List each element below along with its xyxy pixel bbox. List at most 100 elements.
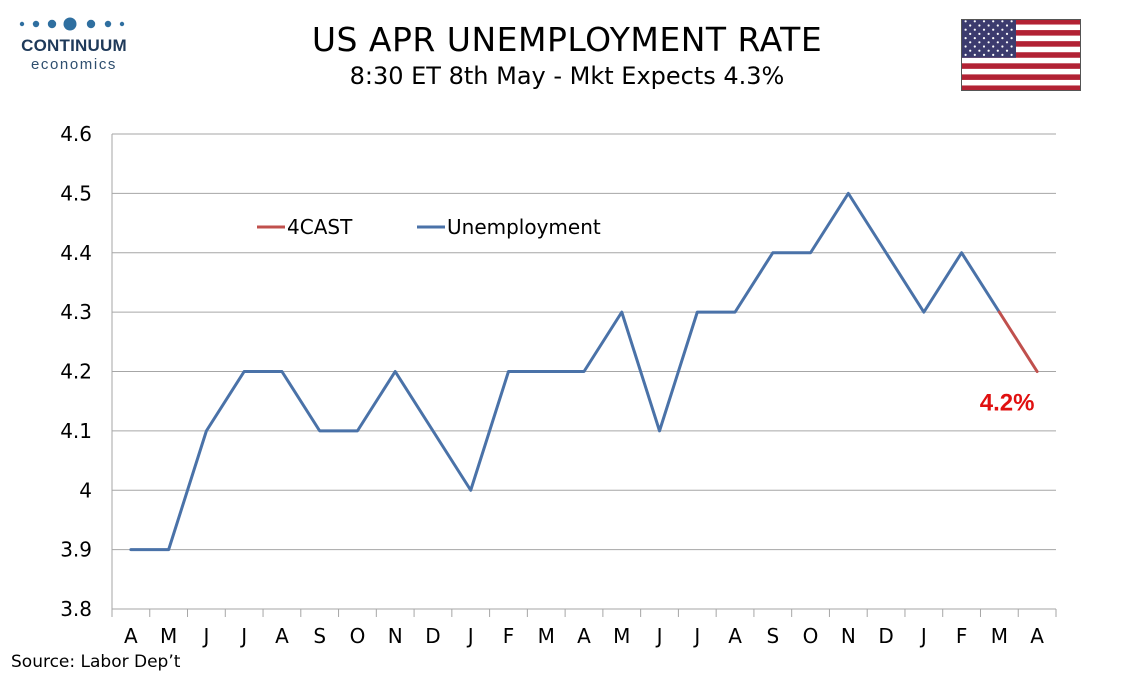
logo-name: CONTINUUM xyxy=(21,36,127,55)
flag-star xyxy=(1005,32,1009,35)
flag-star xyxy=(1001,28,1004,31)
flag-star xyxy=(973,53,976,57)
flag-star xyxy=(1001,53,1004,57)
logo-subtitle: economics xyxy=(30,56,118,73)
y-tick-label: 3.9 xyxy=(60,538,92,562)
x-tick-label: J xyxy=(201,624,209,648)
legend-label: 4CAST xyxy=(287,215,353,239)
flag-star xyxy=(973,20,976,23)
x-tick-label: D xyxy=(878,624,893,648)
flag-star xyxy=(964,28,967,31)
x-tick-label: F xyxy=(503,624,515,648)
forecast-annotation: 4.2% xyxy=(980,390,1035,417)
flag-star xyxy=(1001,20,1004,23)
flag-star xyxy=(982,37,986,40)
forecast-line xyxy=(997,310,1039,373)
y-tick-label: 3.8 xyxy=(60,597,92,621)
flag-star xyxy=(964,53,967,57)
flag-star xyxy=(1001,37,1004,40)
flag-star xyxy=(964,37,967,40)
x-tick-label: D xyxy=(425,624,440,648)
flag-star xyxy=(982,53,986,57)
flag-star xyxy=(1010,45,1013,48)
x-tick-label: O xyxy=(350,624,366,648)
x-tick-label: M xyxy=(538,624,555,648)
x-tick-label: S xyxy=(766,624,779,648)
flag-star xyxy=(978,24,981,27)
y-tick-label: 4.4 xyxy=(60,241,92,265)
y-tick-label: 4 xyxy=(79,478,92,502)
x-tick-label: A xyxy=(577,624,591,648)
x-tick-label: J xyxy=(466,624,474,648)
flag-star xyxy=(1010,53,1013,57)
x-tick-label: J xyxy=(692,624,700,648)
flag-star xyxy=(1010,20,1013,23)
x-tick-label: F xyxy=(956,624,968,648)
x-tick-label: J xyxy=(919,624,927,648)
flag-star xyxy=(996,41,999,44)
flag-star xyxy=(992,28,995,31)
flag-star xyxy=(987,24,990,27)
flag-star xyxy=(1001,45,1004,48)
flag-star xyxy=(996,24,999,27)
flag-star xyxy=(969,49,972,52)
y-tick-label: 4.6 xyxy=(60,122,92,146)
x-tick-label: S xyxy=(313,624,326,648)
flag-star xyxy=(978,49,981,52)
flag-star xyxy=(1005,24,1009,27)
x-tick-label: M xyxy=(613,624,630,648)
flag-star xyxy=(978,41,981,44)
unemployment-line xyxy=(129,191,1001,552)
x-tick-label: A xyxy=(275,624,289,648)
flag-star xyxy=(982,20,986,23)
x-tick-label: M xyxy=(991,624,1008,648)
flag-star xyxy=(987,49,990,52)
flag-star xyxy=(992,20,995,23)
legend-label: Unemployment xyxy=(447,215,601,239)
flag-star xyxy=(996,32,999,35)
flag-star xyxy=(982,45,986,48)
x-tick-label: N xyxy=(388,624,403,648)
x-tick-label: A xyxy=(728,624,742,648)
annotations: 4.2% xyxy=(980,390,1035,417)
page-subtitle: 8:30 ET 8th May - Mkt Expects 4.3% xyxy=(349,62,785,90)
y-tick-label: 4.1 xyxy=(60,419,92,443)
flag-star xyxy=(964,45,967,48)
x-tick-label: J xyxy=(239,624,247,648)
flag-star xyxy=(987,32,990,35)
flag-star xyxy=(973,28,976,31)
flag-star xyxy=(982,28,986,31)
y-tick-label: 4.5 xyxy=(60,181,92,205)
flag-star xyxy=(973,45,976,48)
flag-star xyxy=(969,24,972,27)
flag-star xyxy=(992,45,995,48)
flag-star xyxy=(992,37,995,40)
flag-star xyxy=(964,20,967,23)
flag-star xyxy=(978,32,981,35)
y-tick-label: 4.3 xyxy=(60,300,92,324)
source-note: Source: Labor Dep’t xyxy=(11,652,181,672)
x-tick-label: J xyxy=(655,624,663,648)
flag-star xyxy=(969,41,972,44)
x-tick-label: N xyxy=(841,624,856,648)
flag-star xyxy=(1010,28,1013,31)
flag-star xyxy=(969,32,972,35)
y-tick-label: 4.2 xyxy=(60,360,92,384)
legend: 4CAST Unemployment xyxy=(257,215,601,239)
x-tick-label: O xyxy=(803,624,819,648)
flag-star xyxy=(1005,41,1009,44)
page-title: US APR UNEMPLOYMENT RATE xyxy=(311,20,823,59)
flag-star xyxy=(1010,37,1013,40)
series xyxy=(129,191,1039,552)
flag-star xyxy=(996,49,999,52)
us-flag-icon xyxy=(961,19,1081,91)
x-tick-label: A xyxy=(124,624,138,648)
flag-star xyxy=(1005,49,1009,52)
axes: 4.64.54.44.34.24.143.93.8A M J J A S O N D J F M A M J… xyxy=(60,122,1057,648)
flag-star xyxy=(987,41,990,44)
flag-star xyxy=(973,37,976,40)
logo-dots-icon xyxy=(19,17,125,31)
x-tick-label: A xyxy=(1030,624,1044,648)
x-tick-label: M xyxy=(160,624,177,648)
